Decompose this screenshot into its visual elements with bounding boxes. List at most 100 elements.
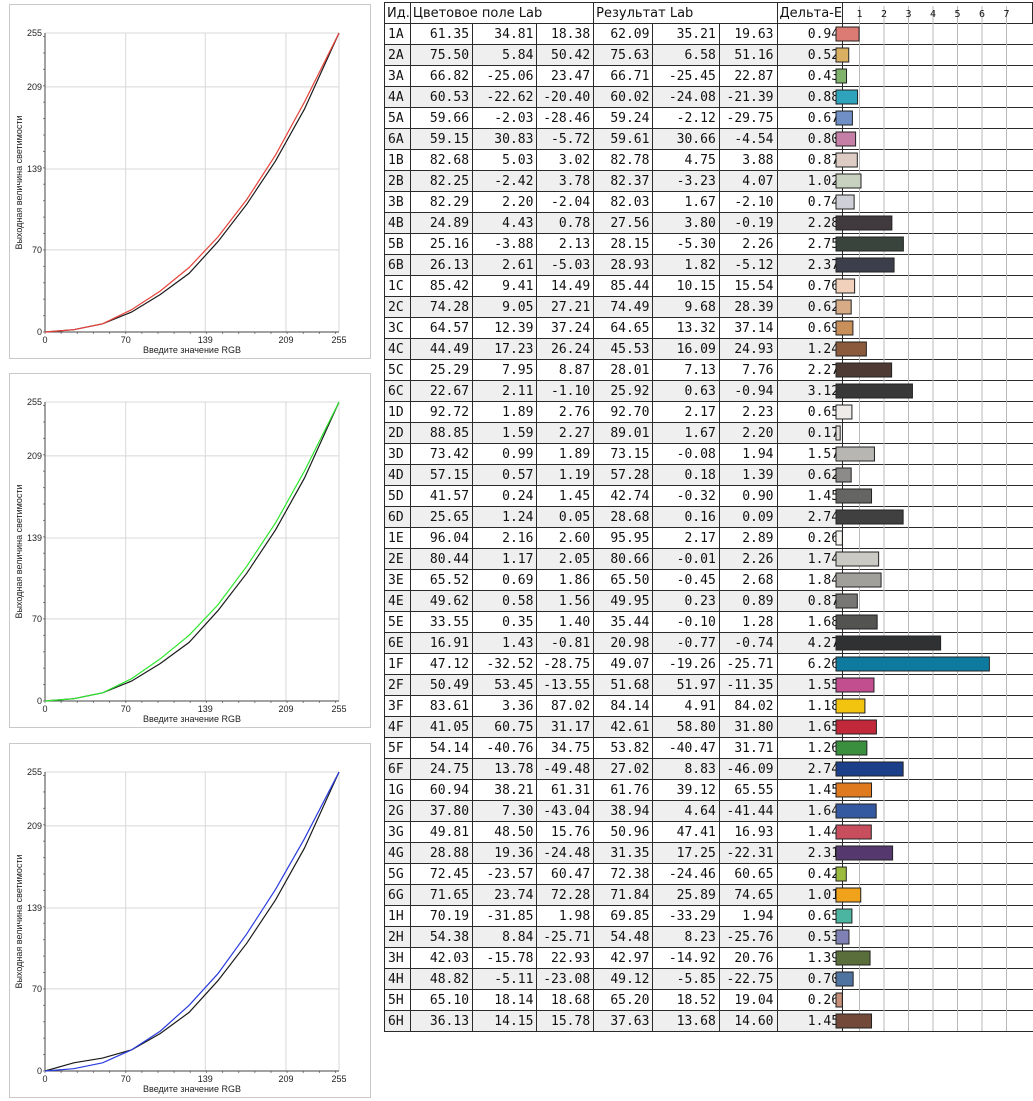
delta-e-value: 0.26 xyxy=(776,527,844,549)
delta-e-bar-cell xyxy=(842,23,1033,45)
result-b: -4.54 xyxy=(718,128,778,150)
field-l: 33.55 xyxy=(409,611,474,633)
result-b: 2.23 xyxy=(718,401,778,423)
patch-id: 6A xyxy=(384,128,411,150)
x-tick-label: 0 xyxy=(42,704,47,714)
result-a: -33.29 xyxy=(652,905,720,927)
delta-e-value: 0.26 xyxy=(776,989,844,1011)
delta-e-value: 0.42 xyxy=(776,863,844,885)
delta-e-value: 4.27 xyxy=(776,632,844,654)
patch-id: 1C xyxy=(384,275,411,297)
delta-e-bar-cell xyxy=(842,128,1033,150)
table-row: 4G 28.88 19.36 -24.48 31.35 17.25 -22.31 2.31 xyxy=(384,842,1033,864)
x-tick-label: 0 xyxy=(42,335,47,345)
field-b: 3.02 xyxy=(536,149,595,171)
field-l: 73.42 xyxy=(409,443,474,465)
result-b: 20.76 xyxy=(718,947,778,969)
table-row: 1H 70.19 -31.85 1.98 69.85 -33.29 1.94 0.65 xyxy=(384,905,1033,927)
patch-id: 1G xyxy=(384,779,411,801)
blue-curve-chart: 0 70 139 209 255 0 70 139 209 255 Введите значение… xyxy=(9,743,371,1098)
table-row: 1F 47.12 -32.52 -28.75 49.07 -19.26 -25.71 6.26 xyxy=(384,653,1033,675)
result-l: 28.93 xyxy=(593,254,654,276)
field-l: 54.38 xyxy=(409,926,474,948)
field-l: 26.13 xyxy=(409,254,474,276)
result-l: 49.12 xyxy=(593,968,654,990)
delta-e-bar-cell xyxy=(842,863,1033,885)
delta-e-bar-cell xyxy=(842,107,1033,129)
patch-id: 2D xyxy=(384,422,411,444)
table-row: 5G 72.45 -23.57 60.47 72.38 -24.46 60.65 0.42 xyxy=(384,863,1033,885)
result-a: -5.30 xyxy=(652,233,720,255)
red-curve-chart: 0 70 139 209 255 0 70 139 209 255 Введите значение… xyxy=(9,4,371,359)
delta-e-bar-cell xyxy=(842,506,1033,528)
field-a: 53.45 xyxy=(472,674,538,696)
table-row: 4F 41.05 60.75 31.17 42.61 58.80 31.80 1.65 xyxy=(384,716,1033,738)
field-a: 0.24 xyxy=(472,485,538,507)
result-a: 2.17 xyxy=(652,401,720,423)
delta-e-value: 1.26 xyxy=(776,737,844,759)
result-b: 51.16 xyxy=(718,44,778,66)
result-a: -0.08 xyxy=(652,443,720,465)
table-row: 5A 59.66 -2.03 -28.46 59.24 -2.12 -29.75 0.67 xyxy=(384,107,1033,129)
result-l: 82.03 xyxy=(593,191,654,213)
green-curve-svg: 0 70 139 209 255 0 70 139 209 255 Введите значение… xyxy=(14,397,347,724)
field-l: 41.05 xyxy=(409,716,474,738)
field-b: 8.87 xyxy=(536,359,595,381)
y-tick-label: 209 xyxy=(27,82,42,92)
x-tick-label: 139 xyxy=(198,335,213,345)
result-l: 73.15 xyxy=(593,443,654,465)
patch-id: 5G xyxy=(384,863,411,885)
field-a: 13.78 xyxy=(472,758,538,780)
y-tick-label: 0 xyxy=(37,327,42,337)
result-b: 31.80 xyxy=(718,716,778,738)
field-a: -23.57 xyxy=(472,863,538,885)
y-tick-label: 255 xyxy=(27,397,42,407)
result-l: 50.96 xyxy=(593,821,654,843)
x-tick-label: 139 xyxy=(198,1074,213,1084)
field-b: 2.13 xyxy=(536,233,595,255)
field-a: 19.36 xyxy=(472,842,538,864)
field-a: -15.78 xyxy=(472,947,538,969)
result-l: 51.68 xyxy=(593,674,654,696)
field-l: 59.66 xyxy=(409,107,474,129)
table-row: 3H 42.03 -15.78 22.93 42.97 -14.92 20.76 1.39 xyxy=(384,947,1033,969)
result-b: 22.87 xyxy=(718,65,778,87)
field-b: 1.40 xyxy=(536,611,595,633)
result-a: 8.83 xyxy=(652,758,720,780)
field-a: 1.24 xyxy=(472,506,538,528)
result-l: 65.20 xyxy=(593,989,654,1011)
field-l: 36.13 xyxy=(409,1010,474,1032)
field-b: -1.10 xyxy=(536,380,595,402)
table-row: 2D 88.85 1.59 2.27 89.01 1.67 2.20 0.17 xyxy=(384,422,1033,444)
result-a: -3.23 xyxy=(652,170,720,192)
delta-e-value: 3.12 xyxy=(776,380,844,402)
field-a: 14.15 xyxy=(472,1010,538,1032)
field-l: 50.49 xyxy=(409,674,474,696)
result-l: 28.15 xyxy=(593,233,654,255)
y-tick-label: 70 xyxy=(32,245,42,255)
result-l: 72.38 xyxy=(593,863,654,885)
table-row: 3C 64.57 12.39 37.24 64.65 13.32 37.14 0.69 xyxy=(384,317,1033,339)
x-axis-label: Введите значение RGB xyxy=(143,714,241,724)
delta-e-bar-cell xyxy=(842,317,1033,339)
result-a: 35.21 xyxy=(652,23,720,45)
delta-e-value: 1.44 xyxy=(776,821,844,843)
field-b: -5.03 xyxy=(536,254,595,276)
field-a: 60.75 xyxy=(472,716,538,738)
delta-e-value: 0.43 xyxy=(776,65,844,87)
result-b: -0.94 xyxy=(718,380,778,402)
table-row: 3D 73.42 0.99 1.89 73.15 -0.08 1.94 1.57 xyxy=(384,443,1033,465)
measured-curve xyxy=(44,32,340,333)
field-l: 83.61 xyxy=(409,695,474,717)
field-b: -0.81 xyxy=(536,632,595,654)
field-l: 16.91 xyxy=(409,632,474,654)
delta-e-bar-cell xyxy=(842,842,1033,864)
delta-e-bar-cell xyxy=(842,821,1033,843)
result-b: 19.63 xyxy=(718,23,778,45)
result-l: 28.01 xyxy=(593,359,654,381)
delta-e-bar-cell xyxy=(842,212,1033,234)
y-tick-label: 70 xyxy=(32,614,42,624)
y-tick-label: 0 xyxy=(37,696,42,706)
delta-e-bar-cell xyxy=(842,737,1033,759)
result-b: 1.94 xyxy=(718,905,778,927)
